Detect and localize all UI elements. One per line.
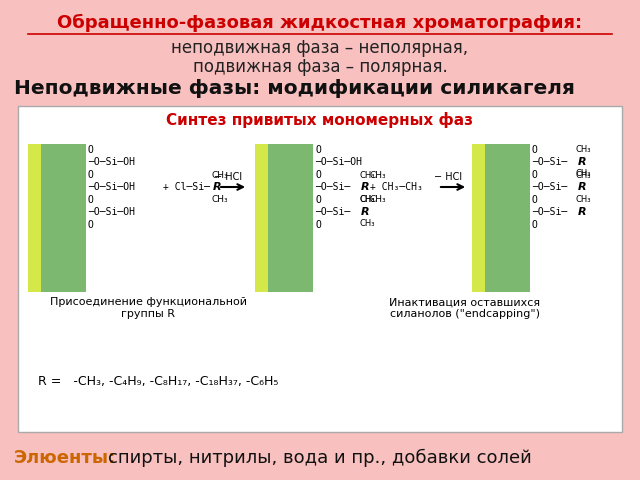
Text: R: R — [361, 207, 370, 217]
Text: CH₃: CH₃ — [576, 194, 591, 204]
Text: R =   -CH₃, -C₄H₉, -C₈H₁₇, -C₁₈H₃₇, -C₆H₅: R = -CH₃, -C₄H₉, -C₈H₁₇, -C₁₈H₃₇, -C₆H₅ — [38, 375, 278, 388]
Text: ─O─Si─: ─O─Si─ — [315, 182, 350, 192]
Text: CH₃: CH₃ — [359, 194, 374, 204]
Text: O: O — [532, 170, 538, 180]
Text: CH₃: CH₃ — [370, 194, 387, 204]
Text: спирты, нитрилы, вода и пр., добавки солей: спирты, нитрилы, вода и пр., добавки сол… — [108, 449, 532, 467]
Text: + CH₃─CH₃: + CH₃─CH₃ — [370, 182, 423, 192]
Text: Неподвижные фазы: модификации силикагеля: Неподвижные фазы: модификации силикагеля — [14, 80, 575, 98]
Text: Инактивация оставшихся
силанолов ("endcapping"): Инактивация оставшихся силанолов ("endca… — [389, 297, 541, 319]
Text: R: R — [578, 157, 587, 167]
FancyBboxPatch shape — [255, 144, 313, 292]
Text: ─O─Si─: ─O─Si─ — [532, 157, 567, 167]
FancyBboxPatch shape — [472, 144, 484, 292]
Text: O: O — [88, 220, 94, 230]
Text: ─O─Si─OH: ─O─Si─OH — [88, 182, 135, 192]
FancyBboxPatch shape — [18, 106, 622, 432]
FancyBboxPatch shape — [28, 144, 41, 292]
Text: O: O — [88, 195, 94, 205]
Text: O: O — [315, 220, 321, 230]
Text: неподвижная фаза – неполярная,: неподвижная фаза – неполярная, — [172, 39, 468, 57]
Text: R: R — [213, 182, 221, 192]
Text: R: R — [578, 182, 587, 192]
Text: ─O─Si─: ─O─Si─ — [532, 182, 567, 192]
Text: + Cl─Si─: + Cl─Si─ — [163, 182, 210, 192]
Text: Обращенно-фазовая жидкостная хроматография:: Обращенно-фазовая жидкостная хроматограф… — [58, 14, 582, 32]
Text: ─O─Si─: ─O─Si─ — [315, 207, 350, 217]
Text: ─O─Si─OH: ─O─Si─OH — [88, 207, 135, 217]
Text: O: O — [532, 145, 538, 155]
Text: ─O─Si─: ─O─Si─ — [532, 207, 567, 217]
Text: − HCl: − HCl — [434, 172, 462, 182]
Text: CH₃: CH₃ — [370, 170, 387, 180]
Text: O: O — [315, 170, 321, 180]
Text: O: O — [88, 170, 94, 180]
FancyBboxPatch shape — [28, 144, 86, 292]
Text: R: R — [361, 182, 370, 192]
Text: − HCl: − HCl — [214, 172, 242, 182]
Text: Присоединение функциональной
группы R: Присоединение функциональной группы R — [49, 297, 246, 319]
Text: ─O─Si─OH: ─O─Si─OH — [88, 157, 135, 167]
Text: ─O─Si─OH: ─O─Si─OH — [315, 157, 362, 167]
Text: Синтез привитых мономерных фаз: Синтез привитых мономерных фаз — [166, 112, 474, 128]
Text: CH₃: CH₃ — [576, 145, 591, 155]
Text: CH₃: CH₃ — [576, 168, 591, 178]
Text: подвижная фаза – полярная.: подвижная фаза – полярная. — [193, 58, 447, 76]
Text: CH₃: CH₃ — [359, 219, 374, 228]
Text: CH₃: CH₃ — [211, 194, 228, 204]
Text: R: R — [578, 207, 587, 217]
Text: O: O — [88, 145, 94, 155]
Text: O: O — [315, 145, 321, 155]
FancyBboxPatch shape — [472, 144, 530, 292]
Text: O: O — [532, 195, 538, 205]
Text: O: O — [315, 195, 321, 205]
Text: CH₃: CH₃ — [359, 195, 374, 204]
Text: CH₃: CH₃ — [211, 170, 228, 180]
Text: Элюенты:: Элюенты: — [14, 449, 116, 467]
Text: CH₃: CH₃ — [359, 170, 374, 180]
FancyBboxPatch shape — [255, 144, 268, 292]
Text: CH₃: CH₃ — [576, 170, 591, 180]
Text: O: O — [532, 220, 538, 230]
